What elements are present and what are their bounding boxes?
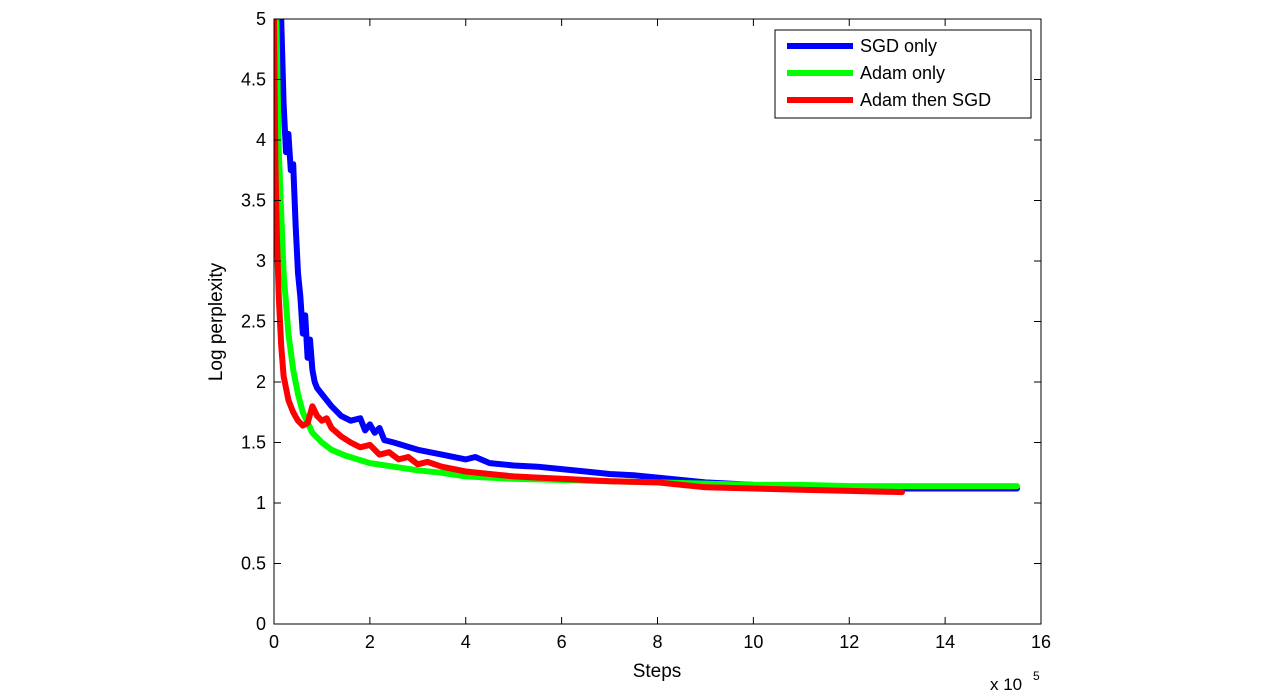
y-tick-label: 3	[256, 251, 266, 271]
y-tick-label: 3.5	[241, 191, 266, 211]
x-tick-label: 0	[269, 632, 279, 652]
y-tick-label: 2	[256, 372, 266, 392]
series-line-1	[274, 19, 1020, 490]
series-line-2	[274, 19, 905, 496]
legend-label-0: SGD only	[860, 36, 937, 56]
x-tick-label: 2	[365, 632, 375, 652]
legend-label-1: Adam only	[860, 63, 945, 83]
y-tick-label: 0	[256, 614, 266, 634]
x-tick-label: 8	[652, 632, 662, 652]
x-multiplier-label: x 10	[990, 675, 1022, 694]
x-tick-label: 16	[1031, 632, 1051, 652]
y-tick-label: 4	[256, 130, 266, 150]
y-tick-label: 1	[256, 493, 266, 513]
y-axis-ticks: 0 0.5 1 1.5 2 2.5 3 3.5 4 4.5 5	[241, 9, 1041, 634]
x-axis-label: Steps	[633, 661, 682, 682]
y-tick-label: 0.5	[241, 554, 266, 574]
y-tick-label: 4.5	[241, 70, 266, 90]
x-tick-label: 14	[935, 632, 955, 652]
y-axis-label: Log perplexity	[206, 262, 227, 381]
x-tick-label: 12	[839, 632, 859, 652]
x-tick-label: 6	[557, 632, 567, 652]
y-tick-label: 2.5	[241, 312, 266, 332]
legend: SGD only Adam only Adam then SGD	[774, 29, 1032, 119]
x-tick-label: 4	[461, 632, 471, 652]
y-tick-label: 1.5	[241, 433, 266, 453]
x-axis-ticks: 0 2 4 6 8 10 12 14 16	[269, 19, 1051, 652]
series-lines	[274, 19, 1020, 496]
x-multiplier-exponent: 5	[1033, 669, 1040, 683]
plot-area	[273, 18, 1042, 625]
series-line-0	[278, 19, 1020, 492]
legend-label-2: Adam then SGD	[860, 90, 991, 110]
x-tick-label: 10	[743, 632, 763, 652]
y-tick-label: 5	[256, 9, 266, 29]
